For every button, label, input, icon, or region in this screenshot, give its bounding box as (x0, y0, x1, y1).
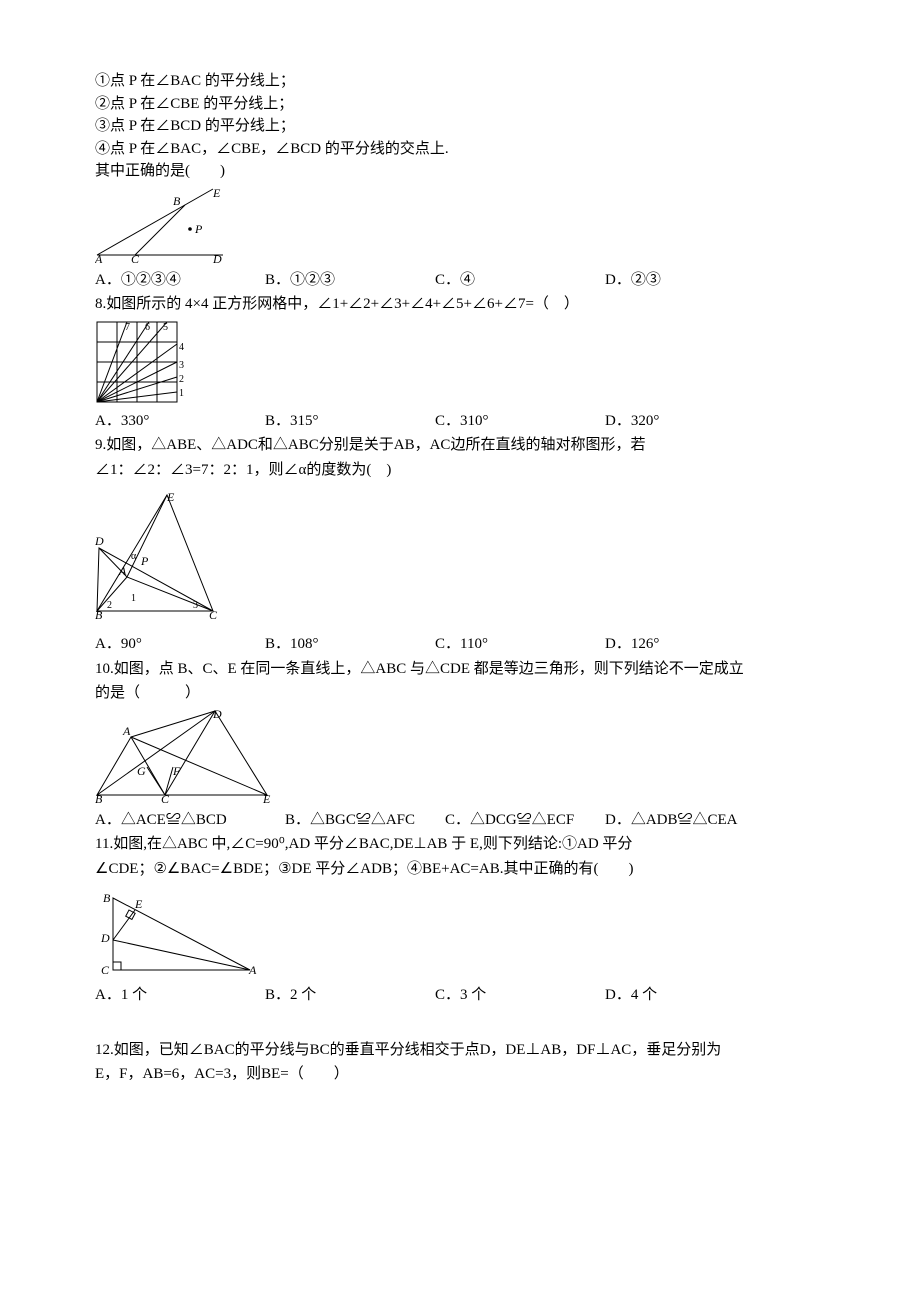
q8-figure: 1 2 3 4 5 6 7 (95, 320, 830, 406)
q10-opt-b: B．△BGC≌△AFC (285, 809, 445, 832)
svg-text:7: 7 (125, 322, 130, 333)
q10-opt-c: C．△DCG≌△ECF (445, 809, 605, 832)
q9-line1: 9.如图，△ABE、△ADC和△ABC分别是关于AB，AC边所在直线的轴对称图形… (95, 434, 830, 457)
svg-text:A: A (95, 252, 103, 265)
q9-opt-a: A．90° (95, 633, 265, 656)
svg-text:E: E (262, 792, 271, 805)
svg-text:D: D (95, 534, 104, 548)
q8-opt-b: B．315° (265, 410, 435, 433)
q7-opt-d: D．②③ (605, 269, 775, 292)
svg-text:P: P (140, 554, 149, 568)
svg-text:4: 4 (179, 342, 184, 353)
svg-text:C: C (131, 252, 140, 265)
q7-opt-c: C．④ (435, 269, 605, 292)
svg-text:D: D (100, 931, 110, 945)
q7-opt-b: B．①②③ (265, 269, 435, 292)
q7-figure: A C D B E P (95, 187, 830, 265)
svg-text:2: 2 (179, 374, 184, 385)
q11-line1: 11.如图,在△ABC 中,∠C=90⁰,AD 平分∠BAC,DE⊥AB 于 E… (95, 833, 830, 856)
svg-text:6: 6 (145, 322, 150, 333)
q10-options: A．△ACE≌△BCD B．△BGC≌△AFC C．△DCG≌△ECF D．△A… (95, 809, 830, 832)
q12-line2: E，F，AB=6，AC=3，则BE=（ ） (95, 1063, 830, 1086)
svg-text:3: 3 (193, 600, 198, 611)
q11-opt-c: C．3 个 (435, 984, 605, 1007)
svg-text:C: C (161, 792, 170, 805)
q9-figure: B C A P D E α 1 2 3 (95, 493, 830, 621)
svg-text:F: F (172, 764, 181, 778)
q11-figure: C A B D E (95, 892, 830, 980)
svg-text:2: 2 (107, 600, 112, 611)
q11-opt-a: A．1 个 (95, 984, 265, 1007)
svg-text:C: C (209, 608, 218, 621)
q11-opt-d: D．4 个 (605, 984, 775, 1007)
q10-opt-a: A．△ACE≌△BCD (95, 809, 285, 832)
q11-options: A．1 个 B．2 个 C．3 个 D．4 个 (95, 984, 830, 1007)
svg-text:E: E (166, 493, 175, 504)
svg-text:A: A (248, 963, 257, 977)
svg-text:1: 1 (131, 593, 136, 604)
svg-text:B: B (173, 194, 181, 208)
q9-opt-c: C．110° (435, 633, 605, 656)
q10-line1: 10.如图，点 B、C、E 在同一条直线上，△ABC 与△CDE 都是等边三角形… (95, 658, 830, 681)
svg-text:D: D (212, 709, 222, 721)
svg-text:α: α (131, 551, 137, 562)
q10-figure: B C E A D G F (95, 709, 830, 805)
q7-stmt3: ③点 P 在∠BCD 的平分线上； (95, 115, 830, 138)
svg-text:B: B (95, 792, 103, 805)
q10-line2: 的是（ ） (95, 682, 830, 705)
svg-text:1: 1 (179, 388, 184, 399)
q7-stmt1: ①点 P 在∠BAC 的平分线上； (95, 70, 830, 93)
q7-prompt: 其中正确的是( ) (95, 160, 830, 183)
svg-text:D: D (212, 252, 222, 265)
q7-stmt4: ④点 P 在∠BAC，∠CBE，∠BCD 的平分线的交点上. (95, 138, 830, 161)
q8-text: 8.如图所示的 4×4 正方形网格中，∠1+∠2+∠3+∠4+∠5+∠6+∠7=… (95, 293, 830, 316)
q7-opt-a: A．①②③④ (95, 269, 265, 292)
q9-line2: ∠1：∠2：∠3=7：2：1，则∠α的度数为( ) (95, 459, 830, 482)
svg-text:P: P (194, 222, 203, 236)
svg-text:E: E (212, 187, 221, 200)
q7-options: A．①②③④ B．①②③ C．④ D．②③ (95, 269, 830, 292)
svg-text:C: C (101, 963, 110, 977)
svg-text:3: 3 (179, 360, 184, 371)
q10-opt-d: D．△ADB≌△CEA (605, 809, 738, 832)
q8-opt-d: D．320° (605, 410, 775, 433)
q8-opt-c: C．310° (435, 410, 605, 433)
svg-text:A: A (122, 724, 131, 738)
q7-stmt2: ②点 P 在∠CBE 的平分线上； (95, 93, 830, 116)
svg-text:B: B (95, 608, 103, 621)
svg-text:5: 5 (163, 322, 168, 333)
q8-opt-a: A．330° (95, 410, 265, 433)
svg-text:E: E (134, 897, 143, 911)
q9-options: A．90° B．108° C．110° D．126° (95, 633, 830, 656)
q9-opt-d: D．126° (605, 633, 775, 656)
svg-text:B: B (103, 892, 111, 905)
q9-opt-b: B．108° (265, 633, 435, 656)
q8-options: A．330° B．315° C．310° D．320° (95, 410, 830, 433)
q11-line2: ∠CDE；②∠BAC=∠BDE；③DE 平分∠ADB；④BE+AC=AB.其中正… (95, 858, 830, 881)
q11-opt-b: B．2 个 (265, 984, 435, 1007)
svg-text:A: A (118, 564, 127, 578)
q12-line1: 12.如图，已知∠BAC的平分线与BC的垂直平分线相交于点D，DE⊥AB，DF⊥… (95, 1039, 830, 1062)
svg-text:G: G (137, 764, 146, 778)
